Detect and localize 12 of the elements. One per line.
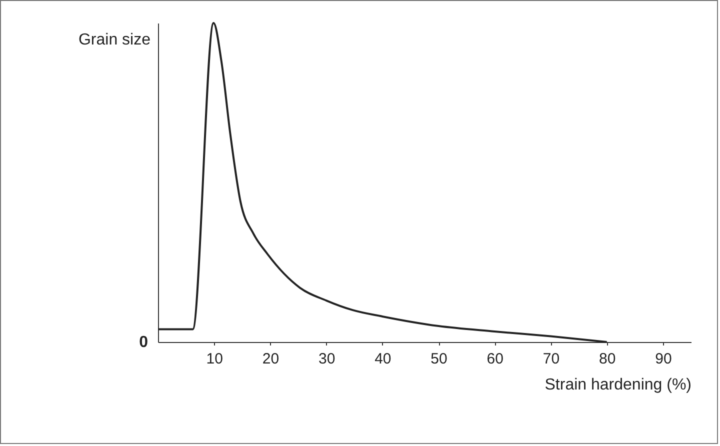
- x-tick-label: 60: [486, 350, 504, 368]
- x-axis-title: Strain hardening (%): [544, 376, 692, 394]
- text: 0: [139, 334, 148, 351]
- x-tick-label: 30: [318, 350, 336, 368]
- x-tick-label: 20: [262, 350, 280, 368]
- y-axis-title: Grain size: [78, 32, 151, 48]
- x-tick-label: 80: [599, 350, 616, 368]
- x-tick-label: 10: [206, 350, 223, 368]
- x-tick-label: 50: [430, 350, 448, 368]
- x-tick-label: 40: [374, 350, 392, 368]
- x-tick-label: 70: [542, 350, 560, 368]
- x-tick-label: 90: [655, 350, 672, 368]
